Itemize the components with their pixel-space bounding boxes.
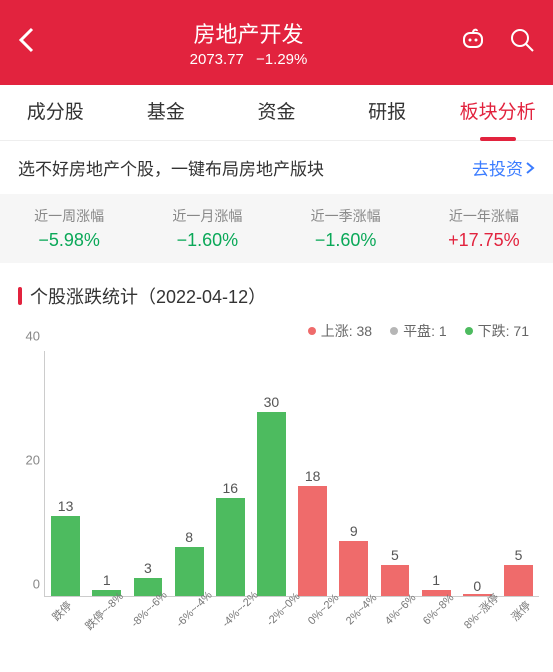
assistant-icon[interactable] — [459, 27, 487, 58]
perf-label: 近一季涨幅 — [277, 206, 415, 226]
legend-down-label: 下跌: 71 — [478, 321, 529, 341]
x-label: 0%~2% — [306, 592, 344, 630]
perf-value: −5.98% — [0, 230, 138, 251]
legend-down-dot — [465, 327, 473, 335]
bar-rect — [51, 516, 80, 596]
bar-4: 16 — [210, 351, 251, 596]
index-change: −1.29% — [256, 51, 307, 68]
banner-link-label: 去投资 — [472, 155, 523, 180]
perf-label: 近一月涨幅 — [138, 206, 276, 226]
legend-up-dot — [308, 327, 316, 335]
bar-value-label: 9 — [350, 523, 358, 539]
perf-cell-1: 近一月涨幅 −1.60% — [138, 206, 276, 251]
bar-value-label: 0 — [473, 578, 481, 594]
bar-value-label: 13 — [58, 498, 74, 514]
perf-value: −1.60% — [138, 230, 276, 251]
bar-value-label: 1 — [432, 572, 440, 588]
tabs: 成分股基金资金研报板块分析 — [0, 85, 553, 141]
bar-value-label: 8 — [185, 529, 193, 545]
legend-up: 上涨: 38 — [308, 321, 372, 341]
x-label: 6%~8% — [421, 592, 459, 630]
bar-10: 0 — [457, 351, 498, 596]
bar-rect — [381, 565, 410, 596]
bar-value-label: 30 — [264, 394, 280, 410]
bar-value-label: 1 — [103, 572, 111, 588]
header-title-block: 房地产开发 2073.77 −1.29% — [38, 17, 459, 68]
legend-flat-label: 平盘: 1 — [403, 321, 447, 341]
bar-chart: 02040 1313816301895105 跌停跌停~-8%-8%~-6%-6… — [0, 341, 553, 651]
section-title: 个股涨跌统计（2022-04-12） — [0, 263, 553, 317]
bar-8: 5 — [374, 351, 415, 596]
y-tick: 40 — [26, 329, 40, 344]
perf-label: 近一周涨幅 — [0, 206, 138, 226]
banner-text: 选不好房地产个股，一键布局房地产版块 — [18, 155, 472, 180]
index-value: 2073.77 — [190, 51, 244, 68]
legend-up-label: 上涨: 38 — [321, 321, 372, 341]
section-title-text: 个股涨跌统计（2022-04-12） — [30, 283, 266, 309]
bar-7: 9 — [333, 351, 374, 596]
perf-cell-3: 近一年涨幅 +17.75% — [415, 206, 553, 251]
bar-2: 3 — [127, 351, 168, 596]
page-title: 房地产开发 — [38, 17, 459, 49]
bar-rect — [257, 412, 286, 596]
perf-cell-2: 近一季涨幅 −1.60% — [277, 206, 415, 251]
tab-4[interactable]: 板块分析 — [442, 85, 553, 141]
tab-1[interactable]: 基金 — [111, 85, 222, 141]
bar-rect — [504, 565, 533, 596]
back-button[interactable] — [18, 27, 38, 58]
tab-2[interactable]: 资金 — [221, 85, 332, 141]
x-label: 2%~4% — [344, 592, 382, 630]
legend-down: 下跌: 71 — [465, 321, 529, 341]
bar-value-label: 5 — [515, 547, 523, 563]
x-label: 跌停 — [44, 593, 80, 629]
tab-3[interactable]: 研报 — [332, 85, 443, 141]
performance-row: 近一周涨幅−5.98%近一月涨幅−1.60%近一季涨幅−1.60%近一年涨幅+1… — [0, 194, 553, 263]
bar-rect — [175, 547, 204, 596]
tab-0[interactable]: 成分股 — [0, 85, 111, 141]
legend-flat-dot — [390, 327, 398, 335]
bar-11: 5 — [498, 351, 539, 596]
legend-flat: 平盘: 1 — [390, 321, 447, 341]
bar-0: 13 — [45, 351, 86, 596]
y-tick: 20 — [26, 453, 40, 468]
search-icon[interactable] — [509, 27, 535, 58]
banner-link[interactable]: 去投资 — [472, 155, 535, 180]
chart-plot: 1313816301895105 — [44, 351, 539, 597]
bar-rect — [339, 541, 368, 596]
y-tick: 0 — [33, 577, 40, 592]
bar-3: 8 — [169, 351, 210, 596]
bar-rect — [216, 498, 245, 596]
bar-value-label: 5 — [391, 547, 399, 563]
bar-5: 30 — [251, 351, 292, 596]
bar-rect — [298, 486, 327, 596]
x-label: 涨停 — [503, 593, 539, 629]
bar-value-label: 18 — [305, 468, 321, 484]
invest-banner: 选不好房地产个股，一键布局房地产版块 去投资 — [0, 141, 553, 194]
x-label: 4%~6% — [383, 592, 421, 630]
perf-value: −1.60% — [277, 230, 415, 251]
perf-label: 近一年涨幅 — [415, 206, 553, 226]
bar-6: 18 — [292, 351, 333, 596]
chart-y-axis: 02040 — [12, 351, 40, 599]
page-subtitle: 2073.77 −1.29% — [38, 51, 459, 68]
bar-value-label: 3 — [144, 560, 152, 576]
chart-x-axis: 跌停跌停~-8%-8%~-6%-6%~-4%-4%~-2%-2%~0%0%~2%… — [44, 597, 539, 619]
chart-legend: 上涨: 38 平盘: 1 下跌: 71 — [0, 317, 553, 341]
bar-value-label: 16 — [222, 480, 238, 496]
perf-cell-0: 近一周涨幅 −5.98% — [0, 206, 138, 251]
perf-value: +17.75% — [415, 230, 553, 251]
bar-9: 1 — [416, 351, 457, 596]
bar-1: 1 — [86, 351, 127, 596]
